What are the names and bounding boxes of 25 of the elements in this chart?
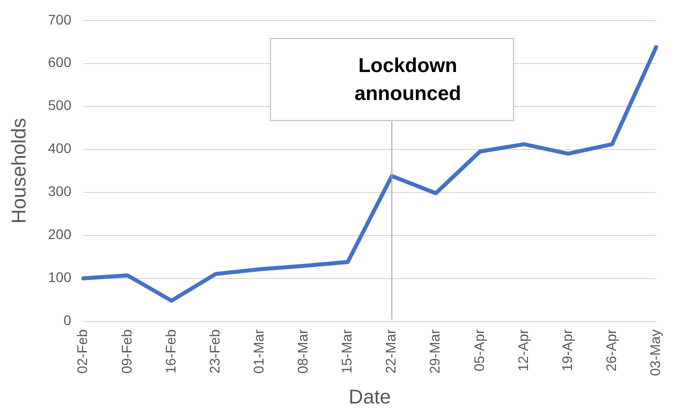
x-tick-label: 29-Mar bbox=[426, 328, 443, 374]
y-tick-label: 500 bbox=[48, 97, 72, 114]
x-tick-label: 19-Apr bbox=[558, 328, 575, 372]
x-tick-label: 16-Feb bbox=[162, 329, 178, 374]
y-tick-label: 0 bbox=[64, 312, 72, 328]
y-tick-label: 300 bbox=[48, 183, 72, 200]
x-tick-label: 26-Apr bbox=[602, 328, 619, 372]
y-tick-label: 100 bbox=[48, 269, 72, 286]
y-tick-label: 200 bbox=[48, 226, 72, 242]
y-tick-label: 700 bbox=[48, 11, 72, 28]
x-tick-label: 23-Feb bbox=[206, 329, 222, 374]
x-tick-label: 09-Feb bbox=[118, 329, 134, 374]
x-tick-label: 05-Apr bbox=[470, 328, 487, 372]
x-tick-label: 01-Mar bbox=[250, 328, 266, 374]
x-tick-label: 02-Feb bbox=[74, 329, 90, 374]
y-axis-title: Households bbox=[8, 118, 31, 224]
x-tick-label: 12-Apr bbox=[514, 328, 531, 372]
x-axis-title: Date bbox=[348, 386, 391, 409]
x-tick-label: 08-Mar bbox=[294, 328, 311, 374]
x-tick-label: 22-Mar bbox=[382, 328, 399, 374]
x-tick-label: 15-Mar bbox=[338, 328, 355, 374]
y-tick-label: 600 bbox=[48, 54, 72, 70]
y-tick-label: 400 bbox=[48, 140, 72, 156]
callout-box: Lockdown announced bbox=[270, 38, 514, 122]
x-tick-label: 03-May bbox=[647, 329, 664, 376]
